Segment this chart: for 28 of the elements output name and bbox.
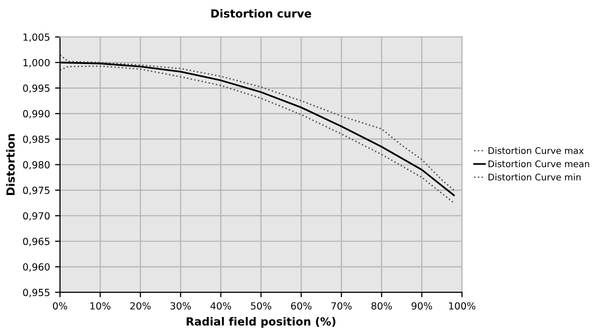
- y-tick-label: 0,975: [23, 186, 50, 195]
- x-tick-label: 30%: [170, 302, 191, 310]
- x-tick-label: 50%: [250, 302, 272, 310]
- y-tick-label: 0,965: [23, 238, 50, 246]
- x-tick-label: 90%: [412, 302, 432, 310]
- legend-label: Distortion Curve max: [488, 147, 584, 154]
- x-tick-label: 70%: [331, 302, 352, 310]
- x-tick-label: 10%: [90, 302, 110, 310]
- legend-label: Distortion Curve min: [488, 174, 581, 181]
- y-tick-label: 1,005: [24, 33, 50, 42]
- y-tick-label: 0,970: [23, 212, 50, 221]
- x-tick-label: 100%: [449, 302, 476, 310]
- legend-label: Distortion Curve mean: [488, 160, 590, 168]
- x-tick-label: 80%: [371, 302, 392, 310]
- y-tick-label: 0,990: [23, 110, 50, 118]
- y-tick-label: 0,955: [23, 288, 50, 298]
- y-tick-label: 0,960: [23, 263, 50, 272]
- y-tick-label: 0,995: [23, 84, 50, 93]
- y-axis-title: Distortion: [6, 134, 15, 195]
- x-tick-label: 60%: [291, 302, 312, 310]
- y-tick-label: 0,985: [23, 136, 50, 144]
- x-axis-title: Radial field position (%): [186, 317, 336, 328]
- y-tick-label: 1,000: [24, 58, 50, 68]
- x-tick-label: 40%: [210, 302, 232, 310]
- x-tick-label: 0%: [52, 302, 68, 310]
- y-tick-label: 0,980: [23, 161, 50, 170]
- chart-title: Distortion curve: [211, 9, 312, 18]
- x-tick-label: 20%: [130, 302, 151, 310]
